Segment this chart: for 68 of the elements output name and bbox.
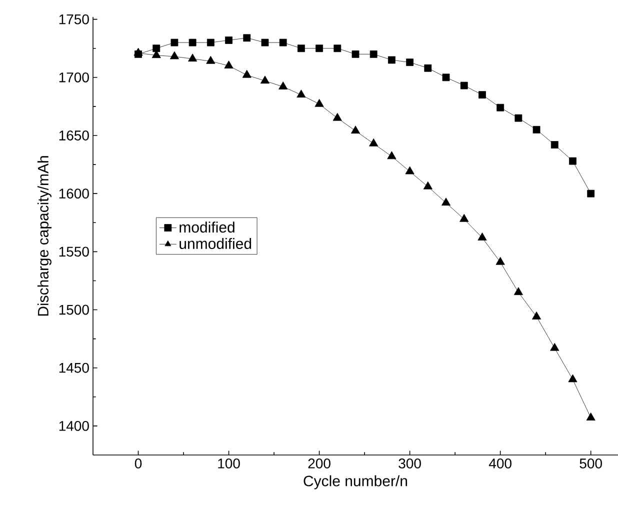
point	[279, 38, 287, 46]
point	[206, 38, 214, 46]
legend-label: unmodified	[180, 238, 252, 249]
y-tick-label: 1750	[59, 14, 89, 24]
point	[334, 44, 342, 52]
x-tick-label: 300	[398, 458, 421, 468]
point	[568, 374, 578, 382]
point	[243, 34, 251, 42]
point	[424, 64, 432, 72]
point	[496, 256, 505, 265]
point	[134, 48, 143, 56]
point	[514, 114, 522, 122]
point	[350, 126, 360, 134]
x-tick-label: 400	[488, 458, 512, 468]
point	[586, 412, 596, 421]
point	[478, 91, 486, 99]
y-tick-label: 1450	[59, 362, 89, 373]
y-tick-label: 1550	[59, 246, 89, 257]
x-axis-title: Cycle number/n	[304, 475, 408, 490]
x-tick-label: 100	[218, 458, 240, 468]
y-tick-label: 1500	[59, 304, 89, 315]
point	[387, 151, 396, 160]
point	[460, 214, 469, 222]
point	[441, 198, 451, 206]
point	[170, 51, 179, 60]
point	[370, 50, 378, 58]
x-tick-label: 500	[580, 458, 602, 468]
point	[316, 44, 323, 52]
point	[442, 74, 450, 82]
point	[225, 36, 232, 44]
point	[152, 44, 160, 52]
legend-label: modified	[180, 222, 234, 233]
point	[188, 38, 196, 46]
point	[496, 104, 504, 112]
point	[550, 342, 560, 351]
point	[188, 54, 198, 62]
point	[352, 50, 360, 58]
x-tick-label: 200	[308, 458, 330, 468]
point	[423, 181, 432, 190]
point	[369, 138, 378, 146]
point	[587, 190, 595, 198]
point	[405, 166, 414, 174]
x-tick-label: 0	[134, 458, 142, 468]
point	[297, 44, 305, 52]
point	[224, 60, 234, 68]
point	[478, 232, 487, 240]
point	[532, 312, 542, 320]
point	[206, 56, 216, 64]
point	[550, 141, 558, 148]
point	[170, 38, 178, 46]
y-tick-label: 1400	[59, 420, 89, 431]
point	[278, 82, 288, 90]
point	[242, 70, 252, 78]
point	[261, 38, 269, 46]
point	[532, 126, 540, 134]
point	[406, 58, 414, 66]
point	[260, 76, 270, 84]
point	[514, 287, 523, 296]
point	[460, 82, 468, 90]
point	[314, 98, 324, 107]
point	[388, 56, 396, 64]
y-tick-label: 1600	[59, 188, 89, 199]
y-tick-label: 1700	[59, 72, 89, 82]
point	[569, 157, 576, 165]
y-tick-label: 1650	[59, 130, 89, 140]
point	[296, 90, 306, 98]
y-axis-title: Discharge capacity/mAh	[37, 156, 52, 316]
point	[332, 112, 342, 121]
